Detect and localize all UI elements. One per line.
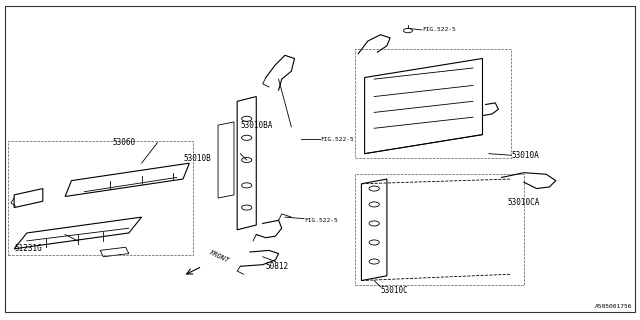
Text: 53010B: 53010B — [183, 154, 211, 163]
Text: A505001756: A505001756 — [595, 304, 632, 309]
Text: 51231G: 51231G — [14, 244, 42, 253]
Text: 53010A: 53010A — [511, 151, 539, 160]
Text: FIG.522-5: FIG.522-5 — [422, 28, 456, 32]
Text: 53060: 53060 — [113, 138, 136, 147]
Text: 50812: 50812 — [266, 262, 289, 271]
Text: 53010CA: 53010CA — [508, 198, 540, 207]
Text: FIG.522-5: FIG.522-5 — [320, 137, 354, 142]
Text: FIG.522-5: FIG.522-5 — [304, 218, 338, 223]
Text: 53010C: 53010C — [381, 285, 408, 295]
Text: FRONT: FRONT — [209, 250, 230, 264]
Text: 53010BA: 53010BA — [241, 121, 273, 130]
